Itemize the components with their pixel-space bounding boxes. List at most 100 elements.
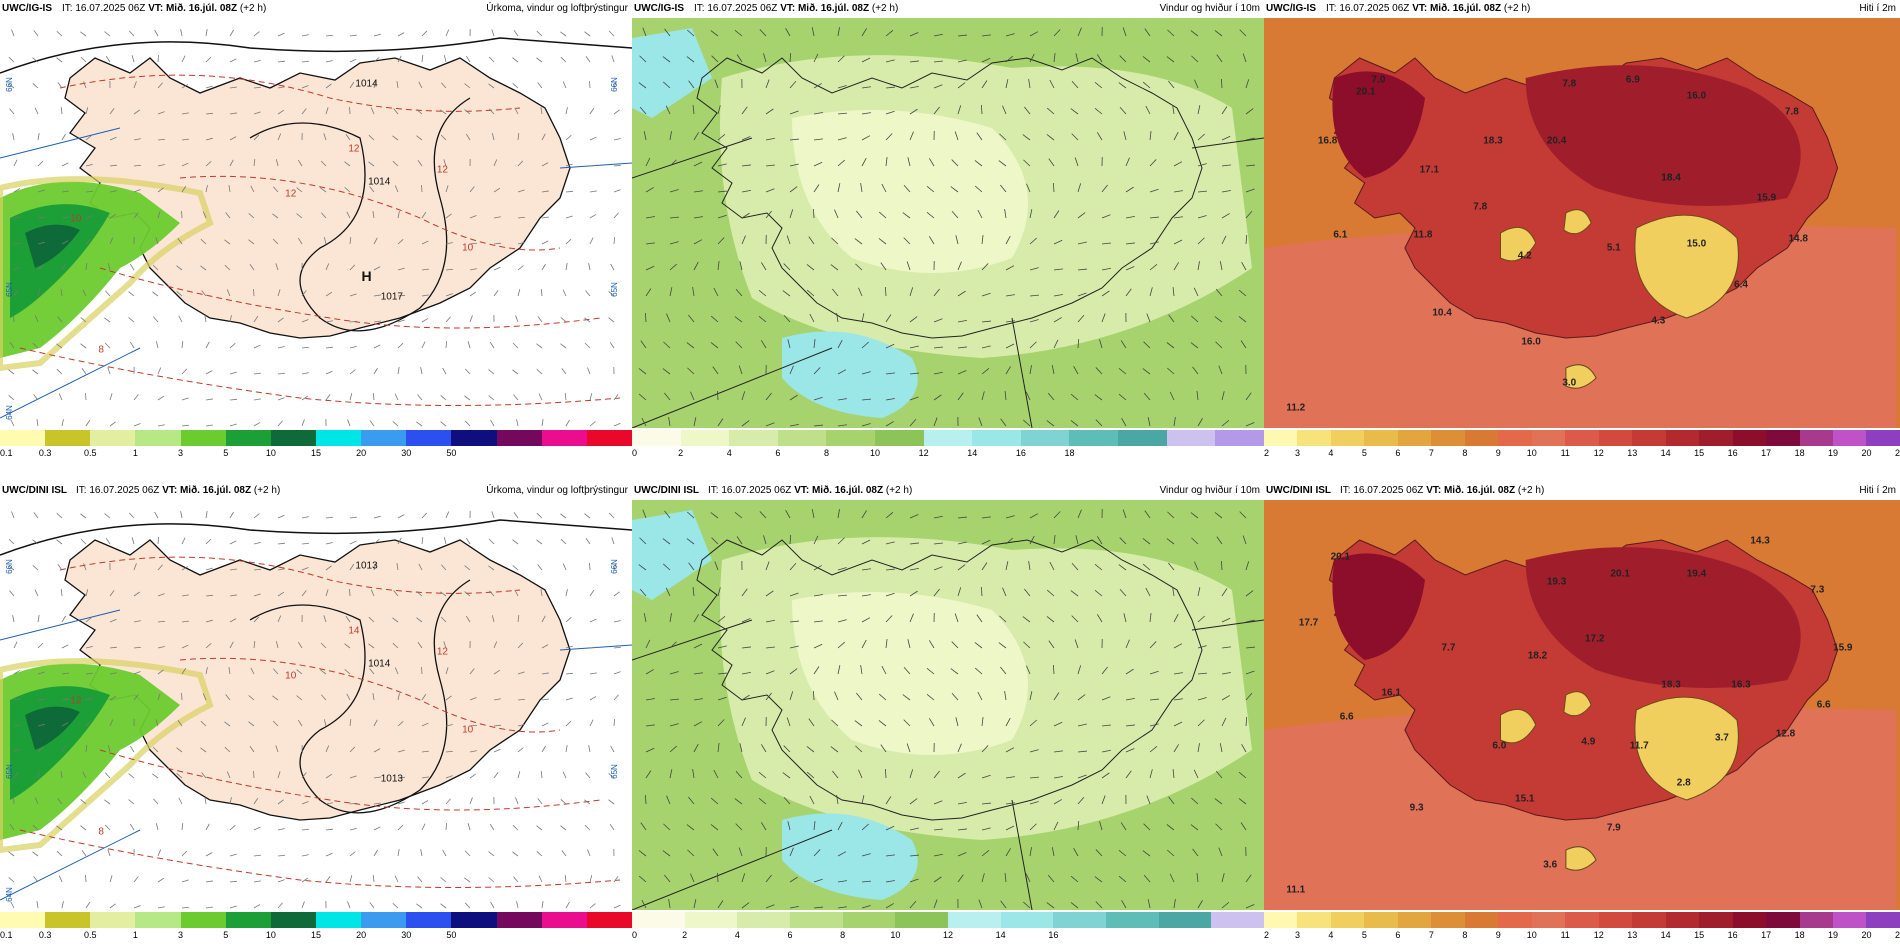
wind-arrow [831,719,839,727]
wind-arrow [951,693,959,701]
wind-arrow [301,372,309,375]
wind-arrow [1172,105,1175,115]
wind-arrow [1146,313,1151,323]
wind-arrow [152,264,159,271]
temp-value-label: 7.3 [1810,584,1825,596]
wind-arrow [537,564,543,571]
wind-arrow [1142,538,1151,545]
wind-arrow [926,211,935,219]
wind-arrow [301,828,310,831]
glacier-cold [1563,691,1592,717]
wind-arrow [349,802,358,805]
wind-arrow [665,587,671,597]
wind-arrow [325,589,329,597]
wind-arrow [344,669,351,675]
colorbar-swatch [90,912,136,928]
wind-arrow [128,30,135,37]
wind-arrow [275,641,279,649]
wind-arrow [735,823,743,831]
wind-arrow [205,341,210,349]
wind-arrow [978,417,983,427]
colorbar-swatch [842,912,896,928]
isotherm-line [99,749,601,811]
wind-arrow [933,33,943,37]
wind-arrow [1221,717,1227,727]
wind-arrow [668,417,671,427]
temp-value-label: 6.6 [1816,699,1831,711]
wind-arrow [664,392,671,401]
wind-arrow [789,691,794,701]
wind-arrow [641,417,647,427]
wind-arrow [152,291,159,297]
wind-arrow [12,133,15,141]
wind-arrow [133,212,139,219]
colorbar-tick-label: 13 [1627,448,1638,458]
wind-arrow [301,901,305,909]
wind-arrow [56,825,63,831]
wind-arrow [320,187,327,193]
wind-arrow [109,237,114,245]
wind-arrow [608,512,615,519]
wind-arrow [837,594,847,597]
wind-arrow [1022,134,1031,141]
wind-arrow [589,421,596,427]
wind-arrow [687,511,695,519]
wind-arrow [585,538,591,545]
wind-arrow [933,770,940,779]
wind-arrow [1221,695,1230,701]
wind-arrow [885,541,895,545]
map-svg [0,500,632,910]
wind-arrow [909,769,914,779]
wind-arrow [1245,164,1255,167]
wind-arrow [154,511,159,519]
wind-arrow [469,773,476,779]
wind-arrow [229,568,237,571]
wind-arrow [228,667,231,675]
wind-arrow [813,906,823,909]
wind-arrow [178,315,183,323]
temp-value-label: 20.4 [1546,135,1567,147]
wind-arrow [540,589,543,597]
colorbar-tick-label: 16 [1015,448,1026,458]
wind-arrow [885,398,895,401]
colorbar-swatch [1211,912,1265,928]
wind-arrow [885,796,892,805]
wind-arrow [155,341,159,349]
wind-arrow [1029,823,1037,831]
wind-arrow [856,692,863,701]
wind-arrow [885,29,894,37]
wind-arrow [229,825,236,831]
wind-arrow [693,239,703,245]
wind-arrow [512,851,519,857]
colorbar-tick-label: 14 [1660,930,1671,940]
wind-arrow [565,645,573,649]
panel-title: Úrkoma, vindur og loftþrýstingur [486,3,628,14]
wind-arrow [903,237,911,245]
wind-arrow [1118,82,1127,89]
wind-arrow [536,825,543,831]
wind-arrow [1125,186,1134,193]
wind-arrow [735,771,743,779]
temp-value-label: 15.9 [1833,642,1853,654]
wind-arrow [1146,795,1151,805]
wind-arrow [397,267,405,271]
wind-arrow [1022,616,1031,623]
graticule-line [0,347,141,419]
wind-arrow [957,852,967,857]
wind-arrow [1119,589,1127,597]
temp-value-label: 3.7 [1714,732,1729,744]
wind-arrow [109,136,117,141]
wind-arrow [1125,724,1135,727]
wind-arrow [902,212,911,219]
wind-arrow [296,695,303,701]
wind-arrow [347,419,351,427]
wind-arrow [717,645,727,649]
valid-time-label: VT: [148,3,164,14]
wind-arrow [1029,267,1039,271]
wind-arrow [669,189,679,193]
wind-arrow [957,392,964,401]
wind-arrow [1149,670,1159,675]
wind-arrow [397,776,406,779]
wind-arrow [693,161,703,167]
wind-arrow [1029,341,1037,349]
